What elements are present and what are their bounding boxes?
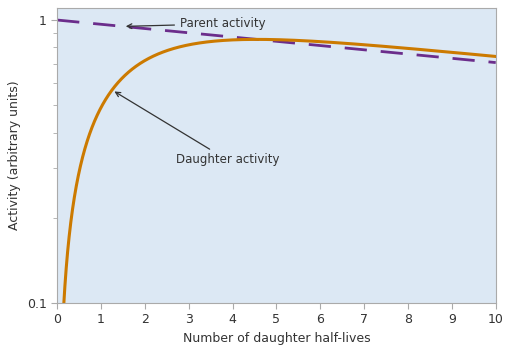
Y-axis label: Activity (arbitrary units): Activity (arbitrary units) [8,81,22,230]
X-axis label: Number of daughter half-lives: Number of daughter half-lives [183,332,370,345]
Text: Parent activity: Parent activity [127,17,266,30]
Text: Daughter activity: Daughter activity [116,92,279,166]
